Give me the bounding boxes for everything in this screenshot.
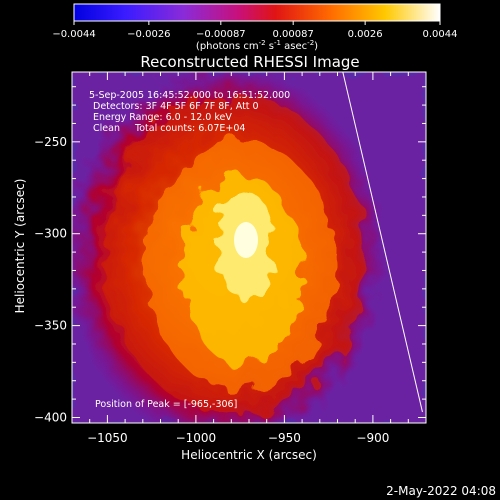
annotation-time-range: 5-Sep-2005 16:45:52.000 to 16:51:52.000 xyxy=(89,90,290,101)
colorbar-tick-label: 0.0044 xyxy=(423,29,458,40)
y-tick-label: −250 xyxy=(34,135,67,149)
y-tick-label: −300 xyxy=(34,227,67,241)
solar-limb-line xyxy=(342,72,423,413)
colorbar-tick-label: −0.0044 xyxy=(52,29,95,40)
x-axis: −1050 −1000 −950 −900 xyxy=(87,72,427,445)
chart-title: Reconstructed RHESSI Image xyxy=(140,53,359,71)
colorbar: −0.0044 −0.0026 −0.00087 0.00087 0.0026 0.004… xyxy=(52,3,458,52)
colorbar-tick-label: 0.0026 xyxy=(348,29,383,40)
y-tick-label: −400 xyxy=(34,410,67,424)
annotations: 5-Sep-2005 16:45:52.000 to 16:51:52.000 … xyxy=(89,90,290,410)
x-tick-label: −900 xyxy=(356,431,389,445)
footer-date: 2-May-2022 04:08 xyxy=(386,484,496,498)
annotation-energy-range: Energy Range: 6.0 - 12.0 keV xyxy=(93,112,232,123)
y-axis-label: Heliocentric Y (arcsec) xyxy=(13,179,27,314)
colorbar-gradient xyxy=(74,4,440,21)
annotation-peak-position: Position of Peak = [-965,-306] xyxy=(95,399,237,410)
x-axis-label: Heliocentric X (arcsec) xyxy=(181,448,317,462)
x-tick-label: −1000 xyxy=(176,431,217,445)
colorbar-tick-label: −0.0026 xyxy=(127,29,170,40)
annotation-detectors: Detectors: 3F 4F 5F 6F 7F 8F, Att 0 xyxy=(93,101,259,112)
heatmap-source-peak xyxy=(234,222,258,258)
y-axis: −250 −300 −350 −400 xyxy=(34,86,426,424)
x-tick-label: −1050 xyxy=(87,431,128,445)
colorbar-tick-label: −0.00087 xyxy=(196,29,246,40)
heatmap-image xyxy=(72,72,426,423)
colorbar-tick-label: 0.00087 xyxy=(273,29,314,40)
annotation-clean-counts: Clean Total counts: 6.07E+04 xyxy=(93,123,245,134)
colorbar-frame xyxy=(73,3,441,22)
colorbar-ticks: −0.0044 −0.0026 −0.00087 0.00087 0.0026 0.004… xyxy=(52,21,458,40)
colorbar-unit: (photons cm-2 s-1 asec-2) xyxy=(196,39,318,52)
x-tick-label: −950 xyxy=(268,431,301,445)
y-tick-label: −350 xyxy=(34,319,67,333)
